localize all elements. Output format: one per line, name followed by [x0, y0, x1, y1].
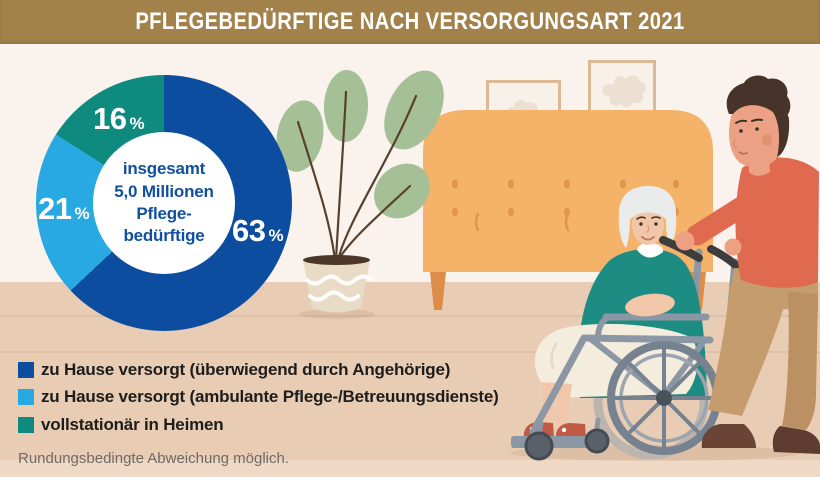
legend-item: zu Hause versorgt (überwiegend durch Ang…: [18, 359, 499, 379]
caster-wheel: [584, 428, 610, 454]
title-banner: PFLEGEBEDÜRFTIGE NACH VERSORGUNGSART 202…: [0, 0, 820, 44]
segment-label-home-family: 63 %: [232, 213, 284, 248]
legend-label: vollstationär in Heimen: [41, 414, 224, 434]
legend-item: zu Hause versorgt (ambulante Pflege-/Bet…: [18, 387, 499, 406]
legend-label: zu Hause versorgt (ambulante Pflege-/Bet…: [41, 387, 499, 406]
legend-swatch: [18, 416, 34, 433]
segment-label-inpatient: 16 %: [93, 101, 145, 136]
legend-item: vollstationär in Heimen: [18, 414, 499, 434]
floor-seam-line: [0, 351, 820, 353]
wall-frame-right: [588, 60, 656, 116]
center-line: Pflege-: [136, 204, 192, 223]
chart-legend: zu Hause versorgt (überwiegend durch Ang…: [18, 359, 499, 444]
donut-chart: insgesamt 5,0 Millionen Pflege- bedürfti…: [36, 75, 292, 331]
page-title: PFLEGEBEDÜRFTIGE NACH VERSORGUNGSART 202…: [135, 8, 685, 35]
floor-edge-strip: [0, 460, 820, 477]
woman-hands: [625, 293, 675, 317]
legend-label: zu Hause versorgt (überwiegend durch Ang…: [41, 359, 451, 379]
floor-seam-line: [0, 315, 820, 317]
center-line: insgesamt: [122, 159, 206, 179]
legend-swatch: [18, 389, 34, 405]
wheelchair-wheel: [607, 341, 721, 455]
wheelchair-scene: [510, 75, 820, 461]
footnote: Rundungsbedingte Abweichung möglich.: [18, 450, 290, 467]
center-line: 5,0 Millionen: [114, 181, 214, 201]
caster-wheel: [524, 431, 554, 461]
segment-label-home-services: 21 %: [38, 191, 90, 226]
center-line: bedürftige: [123, 226, 205, 246]
legend-swatch: [18, 361, 34, 378]
potted-plant: [276, 70, 444, 319]
caregiver-man: [675, 75, 820, 454]
donut-center-label: insgesamt 5,0 Millionen Pflege- bedürfti…: [93, 132, 235, 274]
